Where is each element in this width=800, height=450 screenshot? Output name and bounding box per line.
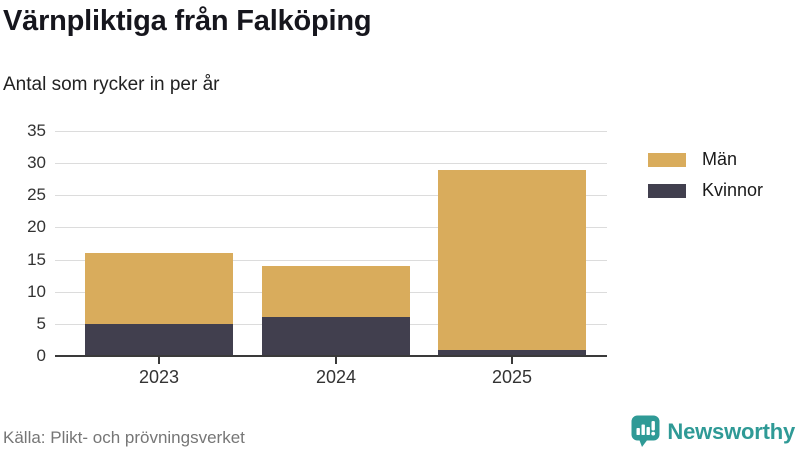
gridline-y-35 — [55, 131, 607, 132]
y-tick-label-25: 25 — [27, 185, 46, 205]
bar-2024-män — [262, 266, 410, 318]
x-axis-line — [55, 355, 607, 357]
brand-logo: Newsworthy — [631, 415, 795, 448]
legend-swatch-män — [648, 152, 686, 167]
bar-2024-kvinnor — [262, 317, 410, 356]
y-tick-label-15: 15 — [27, 249, 46, 269]
legend-swatch-kvinnor — [648, 183, 686, 198]
chart-subtitle: Antal som rycker in per år — [3, 74, 220, 95]
bar-2023-män — [85, 253, 233, 324]
y-tick-label-5: 5 — [36, 313, 46, 333]
gridline-y-15 — [55, 259, 607, 261]
legend-item-kvinnor: Kvinnor — [648, 180, 763, 201]
legend-label-män: Män — [702, 149, 738, 169]
plot-area — [55, 131, 607, 356]
newsworthy-icon — [631, 415, 660, 447]
legend-label-kvinnor: Kvinnor — [702, 180, 764, 200]
x-tick-label-2025: 2025 — [491, 367, 533, 387]
x-tick-label-2024: 2024 — [315, 367, 357, 387]
x-tick-2023 — [158, 357, 160, 364]
gridline-y-20 — [55, 227, 607, 229]
y-tick-label-0: 0 — [36, 346, 46, 365]
legend: Män Kvinnor — [648, 149, 763, 211]
source-text: Källa: Plikt- och prövningsverket — [3, 428, 245, 447]
y-tick-label-30: 30 — [27, 153, 46, 173]
bar-2025-kvinnor — [438, 349, 586, 356]
chart-title: Värnpliktiga från Falköping — [3, 5, 372, 37]
gridline-y-30 — [55, 163, 607, 165]
x-tick-2024 — [335, 357, 337, 364]
x-tick-2025 — [511, 357, 513, 364]
brand-name: Newsworthy — [667, 418, 795, 444]
y-tick-label-35: 35 — [27, 121, 46, 140]
y-tick-label-10: 10 — [27, 281, 46, 301]
bar-2025-män — [438, 169, 586, 350]
bar-2023-kvinnor — [85, 323, 233, 356]
x-tick-label-2023: 2023 — [138, 367, 180, 387]
legend-item-män: Män — [648, 149, 763, 170]
gridline-y-25 — [55, 195, 607, 197]
y-tick-label-20: 20 — [27, 217, 46, 237]
